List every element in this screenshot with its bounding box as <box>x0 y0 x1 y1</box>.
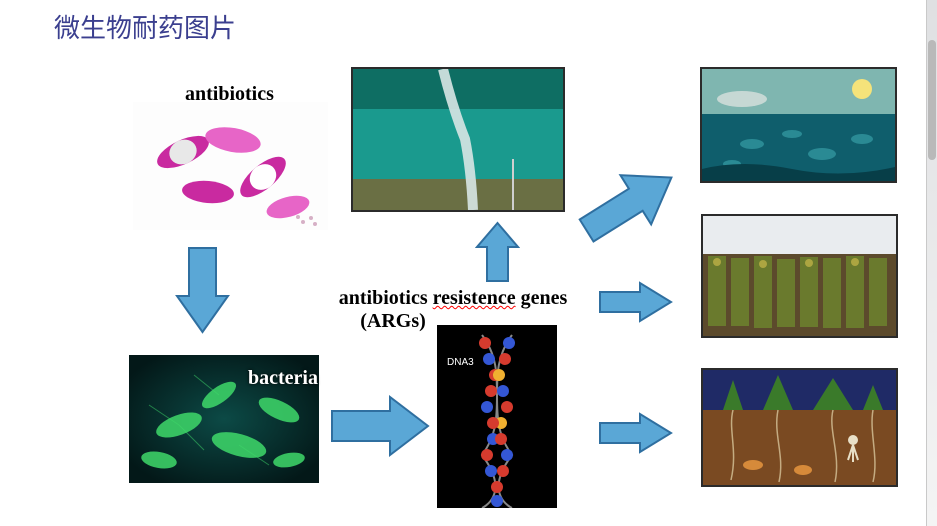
slide: 微生物耐药图片 <box>0 0 937 526</box>
label-bacteria: bacteria <box>248 367 318 390</box>
args-word-3: genes <box>516 287 568 309</box>
label-args-line1: antibiotics resistence genes <box>318 287 588 310</box>
panel-dna: DNA3 <box>437 325 557 508</box>
args-word-1: antibiotics <box>339 287 433 309</box>
label-antibiotics: antibiotics <box>185 83 274 106</box>
dna-illustration: DNA3 <box>437 325 557 508</box>
panel-tornado <box>351 67 565 212</box>
arrow-bacteria-to-dna <box>330 395 430 457</box>
panel-antibiotics <box>133 102 328 230</box>
scrollbar[interactable] <box>926 0 937 526</box>
arrow-dna-to-field <box>598 281 673 323</box>
panel-field <box>701 214 898 338</box>
ocean-illustration <box>702 69 895 181</box>
slide-title: 微生物耐药图片 <box>54 8 236 45</box>
tornado-illustration <box>353 69 563 210</box>
panel-ocean <box>700 67 897 183</box>
arrow-dna-to-soil <box>598 412 673 454</box>
label-args-line2: (ARGs) <box>318 310 468 333</box>
args-word-2: resistence <box>433 287 516 309</box>
arrow-antibiotics-to-bacteria <box>175 246 230 334</box>
arrow-dna-to-ocean <box>575 165 683 243</box>
antibiotics-illustration <box>133 102 328 230</box>
arrow-dna-to-tornado <box>475 221 520 283</box>
soil-illustration <box>703 370 896 485</box>
scrollbar-thumb[interactable] <box>928 40 936 160</box>
field-illustration <box>703 216 896 336</box>
dna-caption: DNA3 <box>447 357 474 368</box>
panel-soil <box>701 368 898 487</box>
